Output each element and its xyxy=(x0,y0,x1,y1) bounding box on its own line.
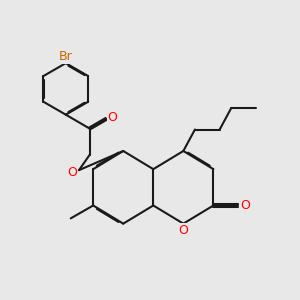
Text: O: O xyxy=(241,199,250,212)
Text: O: O xyxy=(178,224,188,237)
Text: O: O xyxy=(108,111,118,124)
Text: O: O xyxy=(67,166,77,178)
Text: Br: Br xyxy=(59,50,73,63)
